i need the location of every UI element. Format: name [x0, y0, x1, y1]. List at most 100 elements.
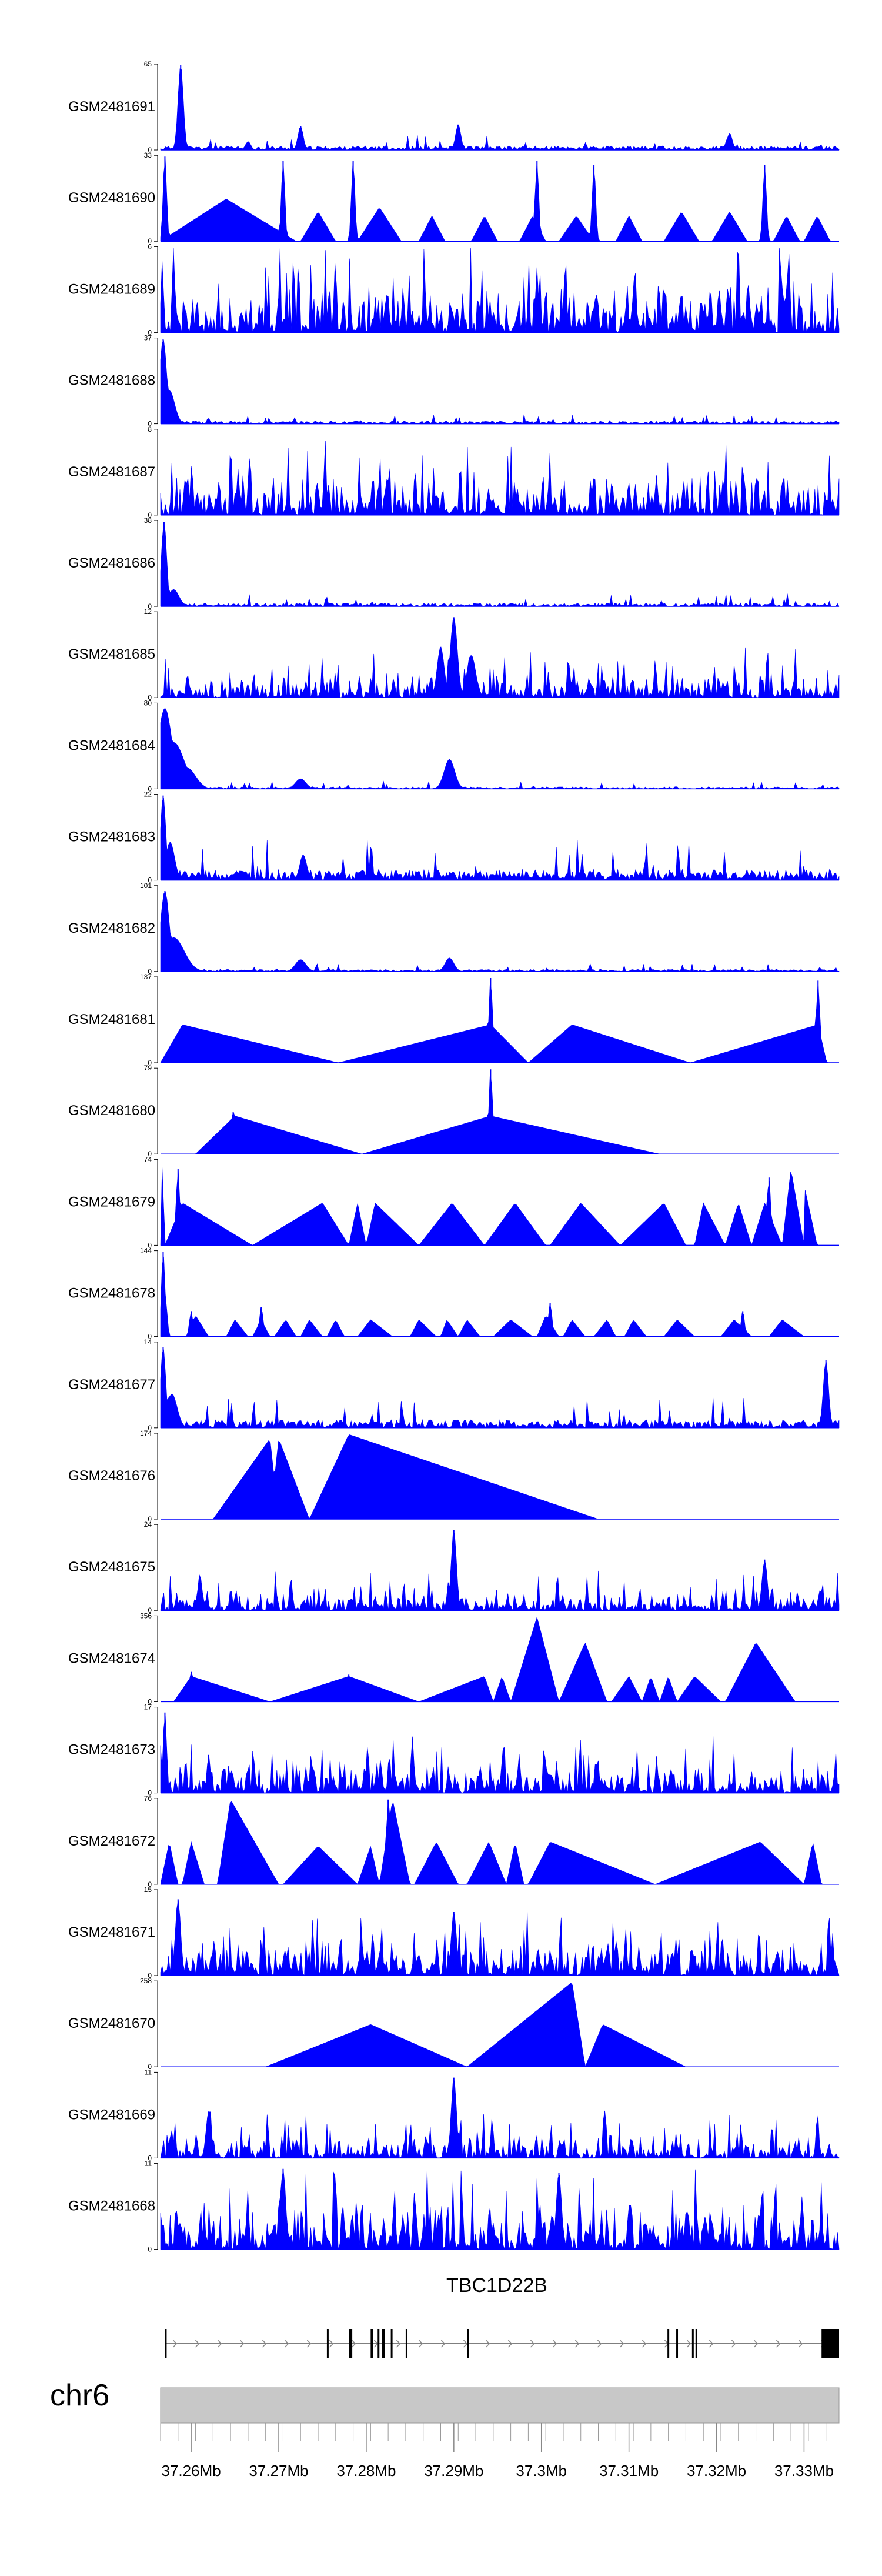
coverage-area [161, 1983, 839, 2067]
y-axis-zero-label: 0 [148, 602, 152, 610]
track-label: GSM2481679 [68, 1194, 155, 1210]
track-GSM2481688: GSM2481688 37 0 [68, 334, 840, 428]
strand-arrow [485, 2340, 490, 2348]
y-axis-zero-label: 0 [148, 1241, 152, 1249]
gene-coding-block [822, 2329, 839, 2358]
track-GSM2481671: GSM2481671 15 0 [68, 1886, 840, 1980]
coverage-area [161, 1434, 839, 1520]
y-axis-max-label: 76 [144, 1794, 152, 1803]
track-GSM2481686: GSM2481686 38 0 [68, 516, 840, 610]
track-GSM2481670: GSM2481670 258 0 [68, 1977, 839, 2071]
track-label: GSM2481691 [68, 99, 155, 115]
track-label: GSM2481690 [68, 190, 155, 206]
strand-arrow [284, 2340, 289, 2348]
strand-arrow [418, 2340, 423, 2348]
strand-arrow [642, 2340, 647, 2348]
y-axis-max-label: 15 [144, 1886, 152, 1894]
y-axis-max-label: 12 [144, 608, 152, 616]
y-axis-zero-label: 0 [148, 511, 152, 519]
track-GSM2481680: GSM2481680 79 0 [68, 1064, 839, 1158]
track-label: GSM2481668 [68, 2198, 155, 2214]
track-GSM2481682: GSM2481682 101 0 [68, 882, 840, 976]
coverage-area [160, 1349, 840, 1429]
track-GSM2481689: GSM2481689 6 0 [68, 242, 840, 336]
genome-axis: chr6 37.26Mb 37.27Mb 37.28Mb 37.29Mb 37.3Mb 3… [50, 2378, 840, 2480]
y-axis-max-label: 65 [144, 60, 152, 68]
coverage-area [160, 1800, 839, 1885]
track-label: GSM2481680 [68, 1103, 155, 1119]
y-axis-max-label: 80 [144, 699, 152, 707]
y-axis-zero-label: 0 [148, 2154, 152, 2162]
gene-exon [165, 2329, 167, 2358]
track-GSM2481684: GSM2481684 80 0 [68, 699, 840, 793]
y-axis-max-label: 356 [140, 1611, 152, 1620]
track-label: GSM2481684 [68, 738, 155, 753]
coverage-area [160, 339, 840, 425]
y-axis-max-label: 37 [144, 334, 152, 342]
strand-arrow [239, 2340, 245, 2348]
y-axis-max-label: 144 [140, 1247, 152, 1255]
y-axis-zero-label: 0 [148, 1697, 152, 1706]
strand-arrow [195, 2340, 200, 2348]
y-axis-zero-label: 0 [148, 1059, 152, 1067]
chromosome-label: chr6 [50, 2378, 109, 2413]
track-label: GSM2481675 [68, 1559, 155, 1575]
y-axis-max-label: 6 [148, 242, 152, 251]
track-GSM2481673: GSM2481673 17 0 [68, 1703, 840, 1797]
track-label: GSM2481671 [68, 1924, 155, 1940]
strand-arrow [329, 2340, 334, 2348]
gene-track: TBC1D22B [165, 2274, 839, 2358]
track-label: GSM2481676 [68, 1468, 155, 1484]
y-axis-zero-label: 0 [148, 1424, 152, 1432]
y-axis-zero-label: 0 [148, 876, 152, 885]
strand-arrow [172, 2340, 178, 2348]
y-axis-zero-label: 0 [148, 146, 152, 154]
track-label: GSM2481672 [68, 1833, 155, 1849]
track-label: GSM2481687 [68, 464, 155, 480]
y-axis-zero-label: 0 [148, 1789, 152, 1797]
track-GSM2481676: GSM2481676 174 0 [68, 1429, 839, 1523]
coverage-area [160, 2080, 840, 2159]
y-axis-zero-label: 0 [148, 1606, 152, 1614]
y-axis-max-label: 33 [144, 151, 152, 159]
axis-tick-label: 37.32Mb [687, 2462, 746, 2480]
strand-arrow [440, 2340, 446, 2348]
axis-tick-label: 37.33Mb [774, 2462, 834, 2480]
axis-tick-label: 37.28Mb [336, 2462, 396, 2480]
gene-exon [349, 2329, 353, 2358]
track-GSM2481687: GSM2481687 8 0 [68, 425, 840, 519]
axis-tick-label: 37.26Mb [162, 2462, 221, 2480]
strand-arrow [552, 2340, 557, 2348]
gene-name-label: TBC1D22B [446, 2274, 547, 2297]
coverage-area [160, 1167, 839, 1246]
y-axis-max-label: 258 [140, 1977, 152, 1985]
track-GSM2481674: GSM2481674 356 0 [68, 1611, 839, 1706]
track-label: GSM2481673 [68, 1742, 155, 1758]
y-axis-max-label: 38 [144, 516, 152, 525]
y-axis-zero-label: 0 [148, 2245, 152, 2254]
y-axis-zero-label: 0 [148, 420, 152, 428]
y-axis-zero-label: 0 [148, 2063, 152, 2071]
coverage-area [160, 2168, 840, 2250]
track-GSM2481681: GSM2481681 137 0 [68, 973, 839, 1067]
y-axis-zero-label: 0 [148, 1515, 152, 1523]
axis-tick-label: 37.3Mb [516, 2462, 567, 2480]
strand-arrow [507, 2340, 513, 2348]
axis-tick-label: 37.31Mb [599, 2462, 659, 2480]
gene-exon [390, 2329, 393, 2358]
y-axis-zero-label: 0 [148, 785, 152, 793]
coverage-area [160, 798, 840, 881]
strand-arrow [530, 2340, 535, 2348]
strand-arrow [619, 2340, 624, 2348]
gene-exon [667, 2329, 670, 2358]
y-axis-max-label: 101 [140, 882, 152, 890]
strand-arrow [574, 2340, 580, 2348]
track-label: GSM2481669 [68, 2107, 155, 2123]
y-axis-zero-label: 0 [148, 693, 152, 702]
y-axis-max-label: 11 [145, 2068, 152, 2076]
track-GSM2481668: GSM2481668 11 0 [68, 2160, 840, 2254]
y-axis-zero-label: 0 [148, 1971, 152, 1980]
axis-tick-label: 37.27Mb [249, 2462, 308, 2480]
coverage-area [160, 68, 840, 151]
track-label: GSM2481685 [68, 646, 155, 662]
